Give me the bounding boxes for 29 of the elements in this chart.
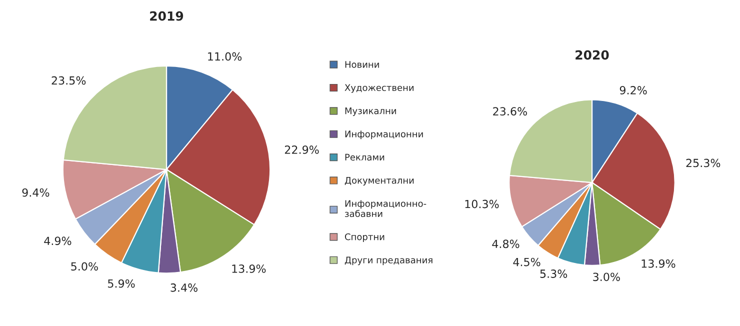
chart-title: 2020 bbox=[576, 50, 609, 60]
data-label: 4.9% bbox=[44, 236, 72, 246]
data-label: 13.9% bbox=[642, 259, 676, 268]
chart-title: 2019 bbox=[150, 11, 184, 21]
data-label: 5.0% bbox=[71, 262, 98, 271]
data-label: 25.3% bbox=[686, 158, 720, 168]
data-label: 23.6% bbox=[493, 107, 527, 116]
data-label: 22.9% bbox=[284, 146, 319, 154]
data-label: 11.0% bbox=[208, 52, 242, 61]
legend-label: Реклами bbox=[345, 154, 384, 161]
legend-label: Други предавания bbox=[344, 256, 432, 266]
legend-label: Музикални bbox=[345, 107, 396, 116]
data-label: 13.9% bbox=[232, 264, 266, 273]
data-label: 3.4% bbox=[170, 283, 198, 292]
data-label: 9.2% bbox=[620, 86, 647, 94]
data-label: 4.5% bbox=[513, 258, 540, 266]
data-label: 10.3% bbox=[465, 200, 499, 208]
data-label: 9.4% bbox=[22, 188, 50, 197]
data-label: 23.5% bbox=[52, 76, 86, 85]
legend-label: Информационно-забавни bbox=[345, 200, 426, 218]
legend-label: Новини bbox=[345, 61, 379, 68]
legend-label: Информационни bbox=[345, 130, 423, 140]
legend-label: Спортни bbox=[344, 233, 384, 242]
data-label: 5.3% bbox=[540, 270, 568, 278]
data-label: 5.9% bbox=[108, 279, 135, 288]
data-label: 4.8% bbox=[492, 240, 520, 248]
legend-label: Документални bbox=[344, 177, 414, 186]
legend-label: Художествени bbox=[344, 84, 414, 93]
data-label: 3.0% bbox=[593, 272, 620, 282]
